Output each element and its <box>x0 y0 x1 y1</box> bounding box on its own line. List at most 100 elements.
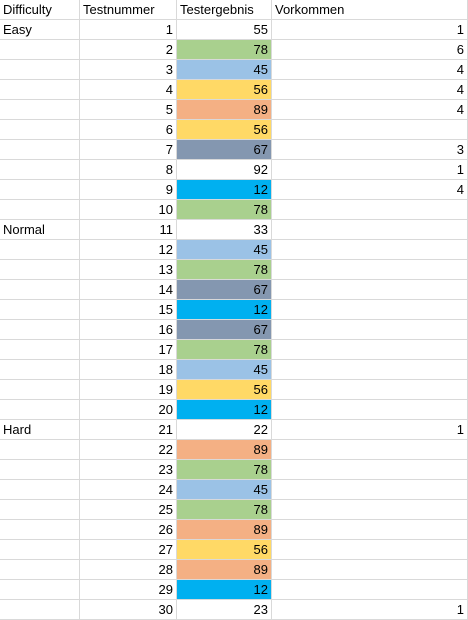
occurrence-cell[interactable]: 4 <box>272 80 468 100</box>
occurrence-cell[interactable] <box>272 460 468 480</box>
difficulty-cell[interactable] <box>0 160 80 180</box>
occurrence-cell[interactable] <box>272 500 468 520</box>
occurrence-cell[interactable] <box>272 200 468 220</box>
difficulty-cell[interactable] <box>0 380 80 400</box>
difficulty-cell[interactable] <box>0 600 80 620</box>
difficulty-cell[interactable] <box>0 440 80 460</box>
test-result-cell[interactable]: 22 <box>177 420 272 440</box>
test-number-cell[interactable]: 20 <box>80 400 177 420</box>
occurrence-cell[interactable] <box>272 380 468 400</box>
test-result-cell[interactable]: 12 <box>177 180 272 200</box>
occurrence-cell[interactable] <box>272 560 468 580</box>
test-result-cell[interactable]: 56 <box>177 80 272 100</box>
test-result-cell[interactable]: 55 <box>177 20 272 40</box>
difficulty-cell[interactable] <box>0 520 80 540</box>
test-result-cell[interactable]: 89 <box>177 560 272 580</box>
difficulty-cell[interactable] <box>0 40 80 60</box>
test-number-cell[interactable]: 27 <box>80 540 177 560</box>
difficulty-cell[interactable] <box>0 300 80 320</box>
occurrence-cell[interactable]: 1 <box>272 420 468 440</box>
test-result-cell[interactable]: 89 <box>177 520 272 540</box>
test-number-cell[interactable]: 18 <box>80 360 177 380</box>
test-number-cell[interactable]: 26 <box>80 520 177 540</box>
test-result-cell[interactable]: 45 <box>177 480 272 500</box>
difficulty-cell[interactable] <box>0 140 80 160</box>
test-result-cell[interactable]: 78 <box>177 40 272 60</box>
occurrence-cell[interactable] <box>272 340 468 360</box>
difficulty-cell[interactable] <box>0 460 80 480</box>
difficulty-cell[interactable] <box>0 180 80 200</box>
header-test-number[interactable]: Testnummer <box>80 0 177 20</box>
difficulty-cell[interactable] <box>0 540 80 560</box>
difficulty-cell[interactable] <box>0 200 80 220</box>
test-result-cell[interactable]: 78 <box>177 500 272 520</box>
test-number-cell[interactable]: 6 <box>80 120 177 140</box>
difficulty-cell[interactable]: Normal <box>0 220 80 240</box>
test-result-cell[interactable]: 67 <box>177 140 272 160</box>
difficulty-cell[interactable] <box>0 560 80 580</box>
occurrence-cell[interactable] <box>272 400 468 420</box>
test-result-cell[interactable]: 67 <box>177 320 272 340</box>
occurrence-cell[interactable]: 1 <box>272 20 468 40</box>
header-difficulty[interactable]: Difficulty <box>0 0 80 20</box>
difficulty-cell[interactable] <box>0 280 80 300</box>
difficulty-cell[interactable] <box>0 400 80 420</box>
test-number-cell[interactable]: 25 <box>80 500 177 520</box>
test-number-cell[interactable]: 23 <box>80 460 177 480</box>
occurrence-cell[interactable] <box>272 220 468 240</box>
difficulty-cell[interactable] <box>0 500 80 520</box>
difficulty-cell[interactable] <box>0 60 80 80</box>
test-result-cell[interactable]: 78 <box>177 340 272 360</box>
test-number-cell[interactable]: 21 <box>80 420 177 440</box>
test-number-cell[interactable]: 19 <box>80 380 177 400</box>
occurrence-cell[interactable] <box>272 240 468 260</box>
test-number-cell[interactable]: 22 <box>80 440 177 460</box>
test-number-cell[interactable]: 5 <box>80 100 177 120</box>
test-number-cell[interactable]: 14 <box>80 280 177 300</box>
test-number-cell[interactable]: 24 <box>80 480 177 500</box>
test-result-cell[interactable]: 78 <box>177 460 272 480</box>
difficulty-cell[interactable] <box>0 120 80 140</box>
test-number-cell[interactable]: 3 <box>80 60 177 80</box>
occurrence-cell[interactable]: 4 <box>272 60 468 80</box>
occurrence-cell[interactable]: 1 <box>272 160 468 180</box>
difficulty-cell[interactable] <box>0 260 80 280</box>
occurrence-cell[interactable] <box>272 280 468 300</box>
test-result-cell[interactable]: 45 <box>177 240 272 260</box>
occurrence-cell[interactable] <box>272 520 468 540</box>
difficulty-cell[interactable] <box>0 240 80 260</box>
test-number-cell[interactable]: 8 <box>80 160 177 180</box>
occurrence-cell[interactable] <box>272 540 468 560</box>
test-number-cell[interactable]: 9 <box>80 180 177 200</box>
difficulty-cell[interactable] <box>0 340 80 360</box>
test-result-cell[interactable]: 56 <box>177 120 272 140</box>
difficulty-cell[interactable]: Easy <box>0 20 80 40</box>
test-number-cell[interactable]: 4 <box>80 80 177 100</box>
occurrence-cell[interactable]: 1 <box>272 600 468 620</box>
occurrence-cell[interactable]: 4 <box>272 100 468 120</box>
occurrence-cell[interactable]: 3 <box>272 140 468 160</box>
test-result-cell[interactable]: 23 <box>177 600 272 620</box>
difficulty-cell[interactable] <box>0 100 80 120</box>
occurrence-cell[interactable] <box>272 120 468 140</box>
test-result-cell[interactable]: 12 <box>177 400 272 420</box>
difficulty-cell[interactable] <box>0 360 80 380</box>
occurrence-cell[interactable] <box>272 580 468 600</box>
occurrence-cell[interactable] <box>272 320 468 340</box>
test-result-cell[interactable]: 45 <box>177 60 272 80</box>
test-number-cell[interactable]: 12 <box>80 240 177 260</box>
test-number-cell[interactable]: 16 <box>80 320 177 340</box>
header-occurrence[interactable]: Vorkommen <box>272 0 468 20</box>
test-number-cell[interactable]: 28 <box>80 560 177 580</box>
test-result-cell[interactable]: 78 <box>177 200 272 220</box>
test-result-cell[interactable]: 78 <box>177 260 272 280</box>
header-test-result[interactable]: Testergebnis <box>177 0 272 20</box>
occurrence-cell[interactable] <box>272 480 468 500</box>
test-result-cell[interactable]: 45 <box>177 360 272 380</box>
test-result-cell[interactable]: 89 <box>177 100 272 120</box>
test-number-cell[interactable]: 7 <box>80 140 177 160</box>
test-number-cell[interactable]: 2 <box>80 40 177 60</box>
occurrence-cell[interactable] <box>272 360 468 380</box>
test-number-cell[interactable]: 17 <box>80 340 177 360</box>
test-number-cell[interactable]: 1 <box>80 20 177 40</box>
